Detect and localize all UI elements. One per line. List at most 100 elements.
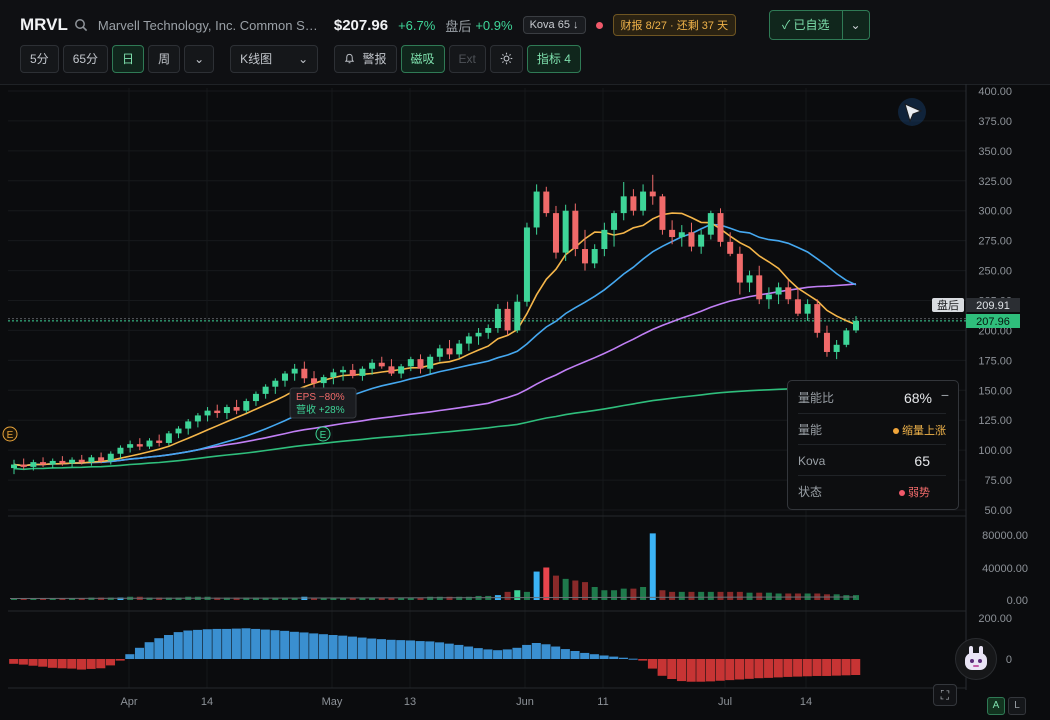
candle-body (756, 275, 763, 300)
interval-65m[interactable]: 65分 (62, 45, 109, 73)
candle-body (794, 299, 801, 314)
time-tick-label: May (322, 696, 343, 708)
candle-body (281, 373, 288, 381)
candle-body (146, 440, 153, 447)
volume-bar (320, 597, 327, 600)
watchlist-button[interactable]: ✓ 已自选 (769, 10, 843, 40)
price-tags: 盘后 209.91 207.96 (932, 298, 1020, 328)
candle-body (465, 336, 472, 344)
oscillator-bar (764, 659, 774, 678)
info-panel-close-button[interactable]: − (940, 387, 949, 403)
volume-bar (514, 590, 521, 600)
oscillator-bar (231, 628, 241, 659)
theme-toggle[interactable] (489, 45, 523, 73)
info-panel: 量能比 68% − 量能 缩量上涨 Kova 65 状态 弱势 (787, 380, 959, 510)
candle-body (833, 344, 840, 352)
oscillator-bar (183, 630, 193, 659)
time-tick-label: 14 (201, 696, 213, 708)
price-tick-label: 100.00 (978, 445, 1012, 457)
volume-bar (369, 597, 376, 600)
price-tick-label: 75.00 (984, 475, 1012, 487)
oscillator-bar (405, 640, 416, 659)
oscillator-bar (280, 630, 290, 659)
volume-bar (630, 588, 637, 600)
oscillator-bar (144, 642, 154, 659)
price-chart[interactable]: 400.00 375.00 350.00 325.00 300.00 275.00 250.… (0, 84, 1050, 720)
auto-scale-toggle[interactable]: A (987, 697, 1005, 715)
fullscreen-button[interactable]: ⛶ (933, 684, 957, 706)
oscillator-bar (618, 657, 628, 659)
volume-bar (562, 578, 569, 600)
search-icon[interactable] (74, 18, 88, 32)
alert-button[interactable]: 警报 (334, 45, 397, 73)
time-tick-label: 14 (800, 696, 812, 708)
alert-dot-icon (595, 21, 603, 29)
earnings-badge-text: E (320, 430, 327, 441)
oscillator-bar (173, 632, 183, 659)
time-tick-label: Jul (718, 696, 732, 708)
oscillator-bar (696, 659, 706, 682)
candle-body (698, 234, 705, 247)
oscillator-bar (47, 659, 57, 668)
earnings-revenue: 营收 +28% (296, 403, 345, 416)
watchlist-control: ✓ 已自选 ⌄ (769, 10, 870, 40)
earnings-annotation: E EPS −80% 营收 +28% E (2, 387, 357, 442)
interval-more-button[interactable]: ⌄ (184, 45, 215, 73)
interval-week[interactable]: 周 (148, 45, 181, 73)
volume-bar (252, 597, 259, 600)
interval-5m[interactable]: 5分 (20, 45, 59, 73)
candle-body (523, 227, 530, 302)
oscillator-bar (493, 650, 503, 659)
candle-body (785, 287, 792, 300)
indicators-button[interactable]: 指标 4 (526, 45, 581, 73)
candle-body (572, 210, 579, 250)
oscillator-bar (415, 641, 425, 659)
oscillator-bar (715, 659, 725, 681)
candle-body (417, 359, 424, 369)
candle-body (601, 229, 608, 250)
oscillator-bar (86, 659, 96, 669)
candles (10, 174, 860, 475)
extended-hours-toggle[interactable]: Ext (448, 45, 486, 73)
oscillator-bar (570, 651, 580, 659)
candle-body (69, 459, 76, 464)
interval-day[interactable]: 日 (112, 45, 145, 73)
volume-bar (49, 598, 56, 600)
candle-body (233, 407, 240, 411)
candle-body (475, 332, 482, 337)
oscillator-tick-label: 0 (1006, 654, 1012, 666)
candle-body (736, 253, 743, 283)
volume-bar (436, 596, 443, 600)
oscillator-bar (67, 659, 77, 669)
ticker-symbol[interactable]: MRVL (20, 15, 68, 34)
volume-bar (707, 591, 714, 600)
assistant-bunny-icon[interactable] (955, 638, 997, 680)
chart-type-select[interactable]: K线图 ⌄ (230, 45, 319, 73)
candle-body (427, 356, 434, 369)
oscillator-bar (783, 659, 793, 677)
log-scale-toggle[interactable]: L (1008, 697, 1026, 715)
volume-bar (40, 598, 47, 600)
candle-body (272, 380, 279, 387)
earnings-badge[interactable] (315, 426, 331, 442)
earnings-badge-left (2, 426, 18, 442)
volume-bar (649, 533, 656, 600)
kova-badge[interactable]: Kova 65 ↓ (522, 16, 586, 34)
magnet-toggle[interactable]: 磁吸 (400, 45, 445, 73)
volume-bar (349, 597, 356, 600)
oscillator-bar (270, 630, 280, 659)
after-hours-value: 209.91 (976, 300, 1010, 312)
volume-bar (359, 597, 366, 600)
oscillator-bar (657, 659, 667, 676)
oscillator-bar (105, 659, 116, 666)
oscillator-bar (309, 633, 319, 659)
oscillator-bar (38, 659, 48, 667)
earnings-countdown[interactable]: 财报 8/27 · 还剩 37 天 (612, 14, 737, 36)
volume-bar (223, 597, 230, 600)
after-hours-tag: 盘后 (937, 298, 959, 312)
watchlist-menu-button[interactable]: ⌄ (842, 10, 870, 40)
price-tick-label: 250.00 (978, 266, 1012, 278)
info-row-volume-state: 量能 缩量上涨 (798, 413, 946, 445)
earnings-tooltip (289, 387, 357, 419)
candle-body (630, 196, 637, 211)
